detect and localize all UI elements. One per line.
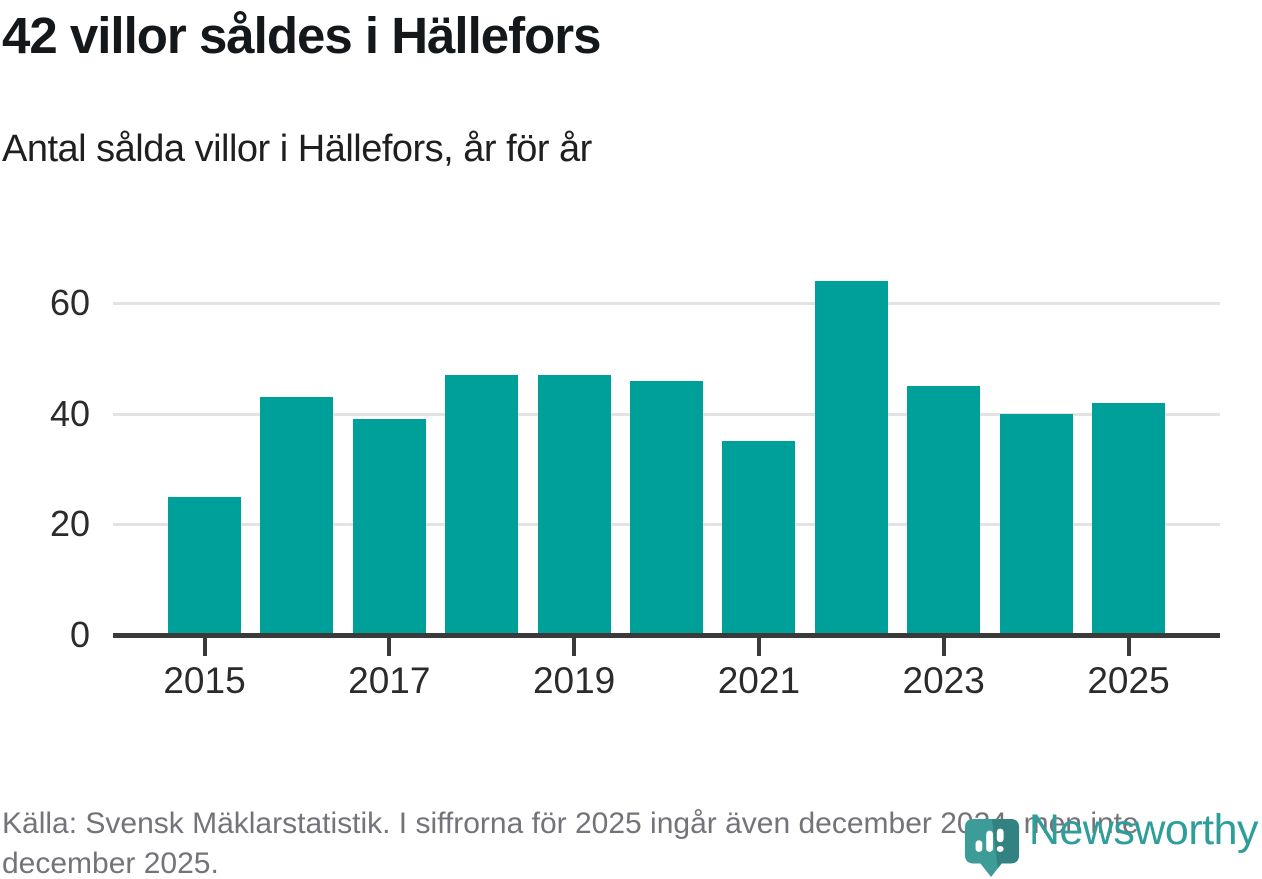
bar-2015 bbox=[168, 496, 241, 635]
x-axis-label-2023: 2023 bbox=[902, 660, 985, 701]
bar-2020 bbox=[629, 380, 703, 635]
bar-2021 bbox=[722, 441, 796, 635]
x-tick-2019 bbox=[572, 638, 577, 656]
bar-2025 bbox=[1091, 402, 1165, 635]
bar-2016 bbox=[260, 397, 334, 635]
page-title: 42 villor såldes i Hällefors bbox=[2, 7, 601, 64]
bar-2018 bbox=[445, 375, 519, 635]
bars-container bbox=[113, 270, 1220, 635]
x-tick-2023 bbox=[941, 638, 946, 656]
x-tick-2025 bbox=[1126, 638, 1131, 656]
chart-subtitle: Antal sålda villor i Hällefors, år för å… bbox=[2, 128, 592, 170]
gridline-y-60 bbox=[113, 302, 1220, 306]
x-axis-label-2015: 2015 bbox=[163, 660, 246, 701]
bar-2017 bbox=[352, 419, 426, 635]
bar-2022 bbox=[814, 281, 888, 635]
x-tick-2015 bbox=[202, 638, 207, 656]
x-axis-label-2019: 2019 bbox=[532, 660, 616, 701]
y-axis-label-0: 0 bbox=[69, 614, 90, 655]
bar-2019 bbox=[537, 375, 611, 635]
x-axis-label-2021: 2021 bbox=[717, 660, 801, 701]
newsworthy-pin-icon bbox=[964, 819, 1019, 877]
x-axis-label-2017: 2017 bbox=[348, 660, 431, 701]
x-tick-2021 bbox=[756, 638, 761, 656]
y-axis-label-60: 60 bbox=[49, 282, 90, 324]
x-tick-2017 bbox=[387, 638, 392, 656]
bar-2023 bbox=[907, 386, 981, 635]
newsworthy-logo-text: Newsworthy bbox=[1028, 806, 1259, 854]
y-axis-label-40: 40 bbox=[49, 392, 90, 434]
x-axis-line bbox=[113, 633, 1220, 638]
bar-2024 bbox=[999, 413, 1073, 635]
x-axis-label-2025: 2025 bbox=[1087, 660, 1170, 701]
source-note: Källa: Svensk Mäklarstatistik. I siffror… bbox=[2, 807, 1139, 879]
newsworthy-logo: Newsworthy bbox=[963, 799, 1259, 879]
y-axis-label-20: 20 bbox=[49, 503, 90, 545]
